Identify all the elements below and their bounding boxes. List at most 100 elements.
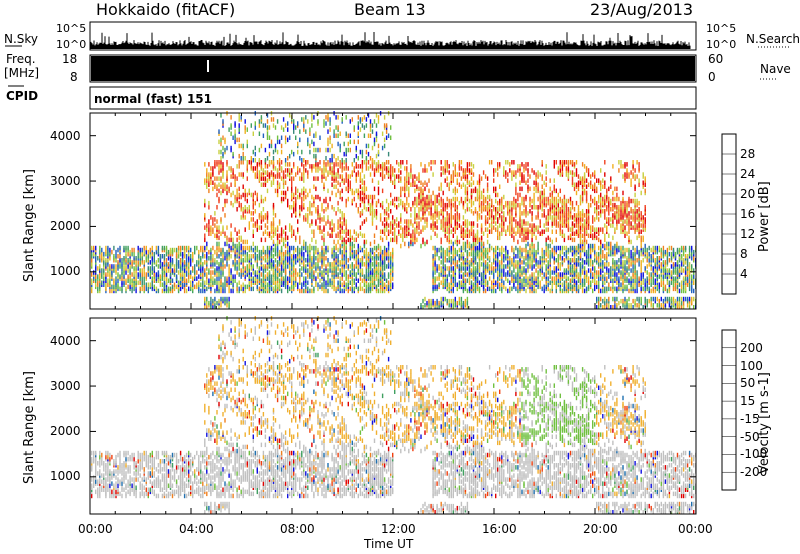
power-cell xyxy=(301,205,303,210)
power-cell xyxy=(192,251,194,257)
power-cell xyxy=(242,207,244,212)
power-cell xyxy=(470,209,473,214)
power-cell xyxy=(381,176,384,181)
power-cell xyxy=(476,235,479,241)
power-cell xyxy=(450,205,452,210)
power-cell xyxy=(493,284,495,290)
power-cell xyxy=(478,241,481,247)
power-cell xyxy=(317,209,319,214)
power-cell xyxy=(444,221,446,226)
power-cell xyxy=(297,227,299,232)
power-cell xyxy=(274,280,277,285)
power-cell xyxy=(420,162,422,167)
power-cell xyxy=(472,221,475,226)
power-cell xyxy=(327,288,329,294)
power-cell xyxy=(349,184,351,189)
power-cell xyxy=(440,223,442,228)
power-cell xyxy=(252,131,254,136)
power-cell xyxy=(507,278,509,283)
power-cell xyxy=(325,115,327,120)
power-cell xyxy=(198,286,200,292)
power-cell xyxy=(529,264,531,269)
power-cell xyxy=(390,229,392,234)
power-cell xyxy=(446,196,448,202)
power-cell xyxy=(175,260,178,265)
power-cell xyxy=(220,288,222,294)
power-cell xyxy=(311,219,313,224)
power-cell xyxy=(458,296,461,302)
power-cell xyxy=(507,225,509,230)
power-cell xyxy=(323,272,325,277)
power-cell xyxy=(167,249,170,255)
power-cell xyxy=(151,276,153,281)
power-cell xyxy=(264,196,267,202)
power-cell xyxy=(472,233,475,238)
power-cell xyxy=(287,162,289,167)
nsearch-label: N.Search xyxy=(746,32,800,46)
power-cell xyxy=(525,194,527,200)
power-cell xyxy=(129,258,131,263)
power-cell xyxy=(392,272,394,277)
power-cell xyxy=(412,241,414,247)
power-cell xyxy=(406,166,408,171)
power-cell xyxy=(218,229,220,234)
power-cell xyxy=(444,160,446,165)
power-cell xyxy=(375,266,378,271)
power-cell xyxy=(301,272,303,277)
power-cell xyxy=(418,215,420,220)
power-cell xyxy=(392,247,394,253)
power-cell xyxy=(375,200,378,206)
power-cell xyxy=(529,186,531,192)
power-cell xyxy=(206,168,208,173)
power-cell xyxy=(282,241,285,247)
power-cell xyxy=(361,178,364,183)
power-cell xyxy=(464,245,467,251)
power-cell xyxy=(357,258,359,263)
power-cell xyxy=(208,223,210,228)
power-cell xyxy=(478,174,481,179)
power-cell xyxy=(361,278,364,283)
power-cell xyxy=(484,227,487,232)
power-cell xyxy=(381,254,384,259)
power-cell xyxy=(256,284,258,290)
power-cell xyxy=(470,182,473,187)
power-cell xyxy=(234,278,236,283)
power-cell xyxy=(216,233,218,238)
power-cell xyxy=(525,205,527,210)
power-cell xyxy=(501,196,503,202)
power-cell xyxy=(202,245,204,251)
power-cell xyxy=(220,141,222,147)
power-cell xyxy=(188,256,190,261)
power-cell xyxy=(216,176,218,181)
power-cell xyxy=(327,278,329,283)
power-cell xyxy=(394,231,396,236)
power-cell xyxy=(422,202,424,208)
power-cell xyxy=(157,245,160,251)
power-cell xyxy=(468,233,471,238)
power-cell xyxy=(383,282,386,287)
power-cell xyxy=(525,221,527,226)
power-cell xyxy=(497,251,499,257)
power-cell xyxy=(329,166,331,171)
power-cell xyxy=(383,143,386,149)
power-cell xyxy=(420,303,422,308)
power-cell xyxy=(470,198,473,204)
power-cell xyxy=(307,119,309,124)
power-cell xyxy=(482,247,485,253)
power-cell xyxy=(347,278,349,283)
power-cell xyxy=(315,219,317,224)
power-cell xyxy=(444,164,446,169)
power-cell xyxy=(450,229,452,234)
power-cell xyxy=(491,280,493,285)
power-cell xyxy=(307,137,309,143)
power-cell xyxy=(345,264,347,269)
power-cell xyxy=(268,135,271,140)
power-cell xyxy=(303,202,305,208)
power-cell xyxy=(274,247,277,253)
power-cell xyxy=(301,266,303,271)
power-cell xyxy=(254,245,256,251)
power-cell xyxy=(216,241,218,247)
power-cell xyxy=(171,284,174,290)
power-cell xyxy=(270,221,273,226)
power-cell xyxy=(486,176,489,181)
